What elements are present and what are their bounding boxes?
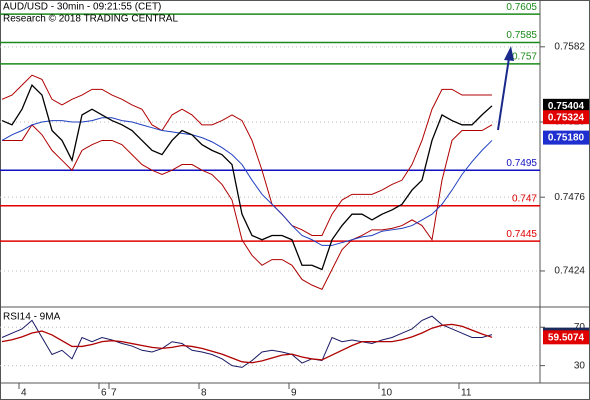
series-line bbox=[1, 74, 492, 236]
panel-title: RSI14 - 9MA bbox=[3, 312, 61, 323]
price-tag bbox=[543, 130, 589, 145]
x-tick-label: 4 bbox=[21, 388, 27, 399]
x-tick-label: 6 bbox=[101, 388, 107, 399]
series-line bbox=[1, 83, 493, 271]
level-label: 0.747 bbox=[512, 193, 537, 204]
price-tag bbox=[543, 110, 589, 125]
level-label: 0.7605 bbox=[506, 2, 537, 13]
chart-title: AUD/USD - 30min - 09:21:55 (CET) bbox=[3, 2, 161, 13]
forecast-arrow bbox=[497, 57, 510, 131]
price-tag-label: 0.75324 bbox=[548, 112, 585, 123]
y-tick-label: 0.7582 bbox=[554, 41, 585, 52]
x-tick-label: 7 bbox=[111, 388, 117, 399]
price-tag-label: 0.75404 bbox=[548, 101, 585, 112]
series-line bbox=[1, 315, 493, 368]
x-tick-label: 10 bbox=[381, 388, 393, 399]
y-tick-label: 0.7424 bbox=[554, 266, 585, 277]
chart-subtitle: Research © 2018 TRADING CENTRAL bbox=[3, 14, 178, 25]
price-tag-label: 59.5074 bbox=[548, 332, 585, 343]
x-tick-label: 11 bbox=[461, 388, 472, 399]
y-tick-label: 70 bbox=[574, 322, 586, 333]
price-tag-label: 0.75180 bbox=[548, 133, 585, 144]
level-label: 0.757 bbox=[512, 51, 537, 62]
price-tag bbox=[543, 98, 589, 113]
series-line bbox=[1, 323, 493, 364]
series-line bbox=[1, 117, 493, 246]
y-tick-label: 0.7476 bbox=[554, 192, 585, 203]
price-tag bbox=[543, 330, 589, 345]
level-label: 0.7495 bbox=[506, 158, 537, 169]
level-label: 0.7445 bbox=[506, 229, 537, 240]
level-label: 0.7585 bbox=[506, 30, 537, 41]
forecast-arrow-head bbox=[504, 46, 514, 61]
series-line bbox=[2, 124, 493, 291]
x-tick-label: 8 bbox=[201, 388, 207, 399]
x-tick-label: 9 bbox=[291, 388, 297, 399]
y-tick-label: 30 bbox=[574, 360, 586, 371]
